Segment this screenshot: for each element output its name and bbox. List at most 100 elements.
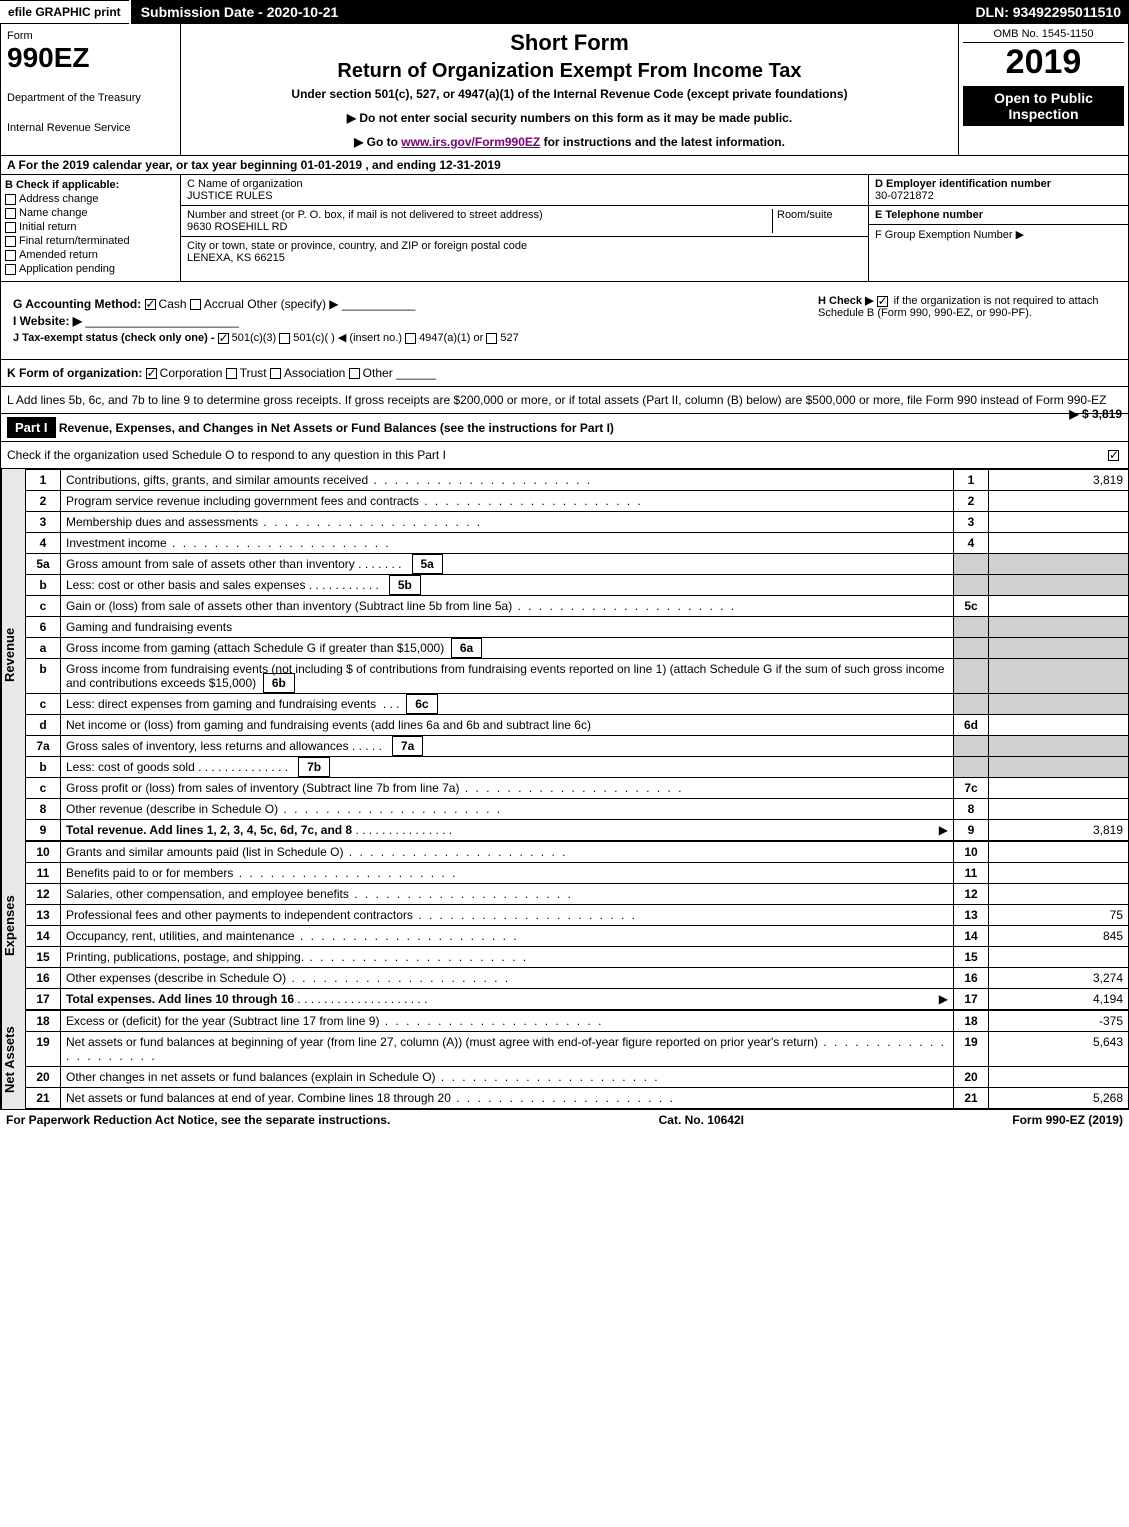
header-mid: Short Form Return of Organization Exempt… [181, 24, 958, 155]
chk-corporation[interactable] [146, 368, 157, 379]
chk-pending[interactable]: Application pending [5, 263, 176, 275]
line-j: J Tax-exempt status (check only one) - 5… [13, 331, 806, 344]
irs-link[interactable]: www.irs.gov/Form990EZ [401, 135, 540, 149]
box-d: D Employer identification number 30-0721… [869, 175, 1128, 206]
org-name-label: C Name of organization [187, 178, 862, 190]
line-6b: bGross income from fundraising events (n… [26, 659, 1129, 694]
short-form-title: Short Form [191, 30, 948, 56]
inspection-label: Open to Public Inspection [963, 86, 1124, 126]
tax-year: 2019 [963, 43, 1124, 82]
chk-initial-return[interactable]: Initial return [5, 221, 176, 233]
submission-date: Submission Date - 2020-10-21 [129, 0, 349, 24]
top-bar: efile GRAPHIC print Submission Date - 20… [0, 0, 1129, 24]
ein-label: D Employer identification number [875, 178, 1122, 190]
chk-schedule-b[interactable] [877, 296, 888, 307]
chk-501c3[interactable] [218, 333, 229, 344]
chk-4947[interactable] [405, 333, 416, 344]
note2-post: for instructions and the latest informat… [540, 135, 785, 149]
line-14: 14Occupancy, rent, utilities, and mainte… [26, 926, 1129, 947]
form-header: Form 990EZ Department of the Treasury In… [0, 24, 1129, 156]
footer-right: Form 990-EZ (2019) [1012, 1113, 1123, 1127]
chk-accrual[interactable] [190, 299, 201, 310]
box-f: F Group Exemption Number ▶ [869, 225, 1128, 244]
address-row: Number and street (or P. O. box, if mail… [181, 206, 868, 237]
efile-label[interactable]: efile GRAPHIC print [0, 1, 129, 23]
entity-info-block: B Check if applicable: Address change Na… [0, 175, 1129, 282]
group-exemption-label: F Group Exemption Number ▶ [875, 228, 1122, 241]
line-17: 17Total expenses. Add lines 10 through 1… [26, 989, 1129, 1010]
footer-mid: Cat. No. 10642I [659, 1113, 744, 1127]
ein-value: 30-0721872 [875, 190, 1122, 202]
revenue-section: Revenue 1Contributions, gifts, grants, a… [0, 469, 1129, 841]
line-18: 18Excess or (deficit) for the year (Subt… [26, 1011, 1129, 1032]
page-footer: For Paperwork Reduction Act Notice, see … [0, 1109, 1129, 1130]
line-13: 13Professional fees and other payments t… [26, 905, 1129, 926]
line-4: 4Investment income4 [26, 533, 1129, 554]
part1-check-line: Check if the organization used Schedule … [0, 442, 1129, 469]
line-k: K Form of organization: Corporation Trus… [0, 360, 1129, 387]
line-15: 15Printing, publications, postage, and s… [26, 947, 1129, 968]
chk-schedule-o[interactable] [1108, 450, 1119, 461]
city-label: City or town, state or province, country… [187, 240, 862, 252]
chk-name-change[interactable]: Name change [5, 207, 176, 219]
expenses-side-label: Expenses [1, 841, 25, 1010]
chk-527[interactable] [486, 333, 497, 344]
box-d-e-f: D Employer identification number 30-0721… [868, 175, 1128, 281]
line-10: 10Grants and similar amounts paid (list … [26, 842, 1129, 863]
line-19: 19Net assets or fund balances at beginni… [26, 1032, 1129, 1067]
form-number: 990EZ [7, 42, 174, 74]
revenue-table: 1Contributions, gifts, grants, and simil… [25, 469, 1129, 841]
form-subtitle: Under section 501(c), 527, or 4947(a)(1)… [191, 87, 948, 101]
box-b-title: B Check if applicable: [5, 179, 176, 191]
chk-trust[interactable] [226, 368, 237, 379]
note-ssn: ▶ Do not enter social security numbers o… [191, 111, 948, 125]
line-8: 8Other revenue (describe in Schedule O)8 [26, 799, 1129, 820]
meta-right: H Check ▶ if the organization is not req… [812, 288, 1122, 353]
part1-header-row: Part I Revenue, Expenses, and Changes in… [0, 414, 1129, 442]
line-g: G Accounting Method: Cash Accrual Other … [13, 297, 806, 311]
line-1: 1Contributions, gifts, grants, and simil… [26, 470, 1129, 491]
dept-irs: Internal Revenue Service [7, 122, 174, 134]
line-5a: 5aGross amount from sale of assets other… [26, 554, 1129, 575]
addr-value: 9630 ROSEHILL RD [187, 221, 772, 233]
chk-other[interactable] [349, 368, 360, 379]
box-e: E Telephone number [869, 206, 1128, 225]
gross-receipts: ▶ $ 3,819 [1069, 407, 1122, 421]
chk-address-change[interactable]: Address change [5, 193, 176, 205]
chk-501c[interactable] [279, 333, 290, 344]
line-h: H Check ▶ if the organization is not req… [818, 294, 1116, 319]
line-l: L Add lines 5b, 6c, and 7b to line 9 to … [0, 387, 1129, 414]
meta-g-h: G Accounting Method: Cash Accrual Other … [0, 282, 1129, 360]
line-6c: cLess: direct expenses from gaming and f… [26, 694, 1129, 715]
form-label: Form [7, 30, 174, 42]
line-11: 11Benefits paid to or for members11 [26, 863, 1129, 884]
chk-final-return[interactable]: Final return/terminated [5, 235, 176, 247]
org-name-row: C Name of organization JUSTICE RULES [181, 175, 868, 206]
chk-cash[interactable] [145, 299, 156, 310]
header-right: OMB No. 1545-1150 2019 Open to Public In… [958, 24, 1128, 155]
box-c: C Name of organization JUSTICE RULES Num… [181, 175, 868, 281]
line-7b: bLess: cost of goods sold . . . . . . . … [26, 757, 1129, 778]
line-21: 21Net assets or fund balances at end of … [26, 1088, 1129, 1109]
org-name: JUSTICE RULES [187, 190, 862, 202]
form-title: Return of Organization Exempt From Incom… [191, 60, 948, 83]
box-b: B Check if applicable: Address change Na… [1, 175, 181, 281]
line-3: 3Membership dues and assessments3 [26, 512, 1129, 533]
line-9: 9Total revenue. Add lines 1, 2, 3, 4, 5c… [26, 820, 1129, 841]
line-6: 6Gaming and fundraising events [26, 617, 1129, 638]
line-16: 16Other expenses (describe in Schedule O… [26, 968, 1129, 989]
meta-left: G Accounting Method: Cash Accrual Other … [7, 288, 812, 353]
note-link: ▶ Go to www.irs.gov/Form990EZ for instru… [191, 135, 948, 149]
netassets-table: 18Excess or (deficit) for the year (Subt… [25, 1010, 1129, 1109]
line-5b: bLess: cost or other basis and sales exp… [26, 575, 1129, 596]
omb-number: OMB No. 1545-1150 [963, 28, 1124, 43]
phone-label: E Telephone number [875, 209, 1122, 221]
chk-association[interactable] [270, 368, 281, 379]
city-value: LENEXA, KS 66215 [187, 252, 862, 264]
line-20: 20Other changes in net assets or fund ba… [26, 1067, 1129, 1088]
row-a-period: A For the 2019 calendar year, or tax yea… [0, 156, 1129, 175]
chk-amended[interactable]: Amended return [5, 249, 176, 261]
part1-badge: Part I [7, 417, 56, 438]
line-i: I Website: ▶ _______________________ [13, 314, 806, 328]
expenses-section: Expenses 10Grants and similar amounts pa… [0, 841, 1129, 1010]
